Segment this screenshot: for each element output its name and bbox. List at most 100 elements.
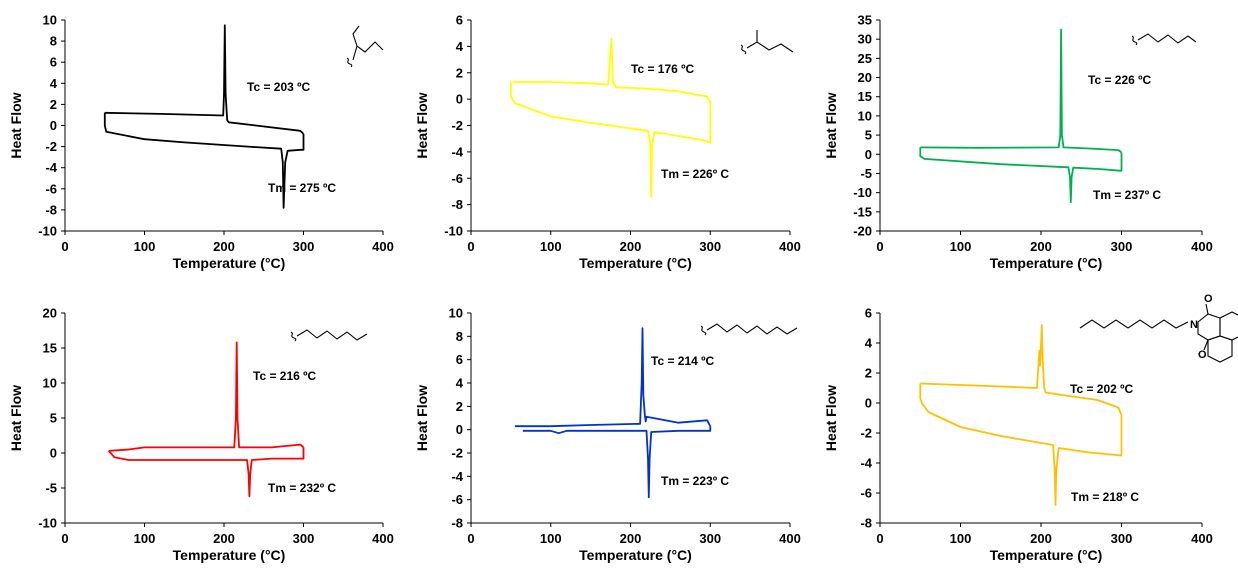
chart-panel: 6 4 2 0 -2 -4 -6 -8 0 100 200 300 400 Temperature (°C… <box>823 293 1238 563</box>
y-tick-label: 0 <box>865 396 872 411</box>
y-tick-label: -4 <box>860 456 872 471</box>
y-axis-label: Heat Flow <box>8 385 24 451</box>
x-tick-label: 200 <box>620 239 642 254</box>
x-tick-label: 0 <box>876 531 883 546</box>
y-tick-label: -6 <box>451 171 463 186</box>
y-tick-label: -4 <box>451 469 463 484</box>
x-tick-label: 100 <box>134 531 156 546</box>
x-axis-label: Temperature (°C) <box>990 547 1103 563</box>
x-axis-label: Temperature (°C) <box>579 547 692 563</box>
x-tick-label: 400 <box>779 531 801 546</box>
x-tick-label: 300 <box>293 531 315 546</box>
x-axis-label: Temperature (°C) <box>990 255 1103 271</box>
y-tick-label: -8 <box>451 197 463 212</box>
y-axis-label: Heat Flow <box>823 92 839 158</box>
side-chain-structure-icon <box>740 30 794 55</box>
side-chain-structure-icon <box>1131 33 1197 46</box>
x-axis-label: Temperature (°C) <box>173 255 286 271</box>
y-tick-label: 20 <box>43 306 57 321</box>
tm-annotation: Tm = 223º C <box>661 474 729 488</box>
y-tick-label: 10 <box>449 306 463 321</box>
heating-curve <box>919 147 1123 204</box>
x-tick-label: 200 <box>213 531 235 546</box>
cooling-curve <box>920 324 1123 416</box>
side-chain-structure-icon <box>700 323 798 336</box>
y-tick-label: -2 <box>451 118 463 133</box>
y-axis-label: Heat Flow <box>414 385 430 451</box>
y-tick-label: -5 <box>45 481 57 496</box>
x-tick-label: 300 <box>699 531 721 546</box>
cooling-curve <box>920 28 1123 154</box>
tc-annotation: Tc = 214 ºC <box>651 354 715 368</box>
heating-curve <box>103 112 305 209</box>
y-tick-label: -10 <box>38 224 57 239</box>
chart-panel: 10 8 6 4 2 0 -2 -4 -6 -8 0 100 200 300 400 Temperature … <box>414 306 801 564</box>
side-chain-structure-icon: N O O <box>1079 293 1238 363</box>
y-tick-label: -5 <box>860 166 872 181</box>
y-tick-label: -10 <box>444 224 463 239</box>
y-axis-label: Heat Flow <box>414 92 430 158</box>
y-tick-label: 4 <box>865 336 873 351</box>
tc-annotation: Tc = 202 ºC <box>1070 382 1134 396</box>
y-tick-label: 20 <box>858 70 872 85</box>
y-tick-label: -2 <box>45 139 57 154</box>
y-tick-label: 6 <box>456 13 463 28</box>
y-axis-label: Heat Flow <box>823 385 839 451</box>
y-tick-label: -6 <box>45 181 57 196</box>
heating-curve <box>919 383 1123 506</box>
y-tick-label: 2 <box>456 65 463 80</box>
structure-atom-label: O <box>1198 349 1207 361</box>
x-tick-label: 400 <box>372 239 394 254</box>
y-tick-label: 10 <box>858 108 872 123</box>
structure-atom-label: O <box>1204 293 1213 305</box>
tm-annotation: Tm = 232º C <box>268 481 336 495</box>
y-tick-label: 6 <box>50 55 57 70</box>
chart-panel: 35 30 25 20 15 10 5 0 -5 -10 -15 -20 0 100 200 300 400 Te… <box>823 13 1213 272</box>
y-tick-label: -10 <box>853 185 872 200</box>
x-tick-label: 400 <box>1191 531 1213 546</box>
y-tick-label: 4 <box>50 76 58 91</box>
y-tick-label: 35 <box>858 13 872 28</box>
cooling-curve <box>108 341 305 452</box>
x-tick-label: 100 <box>950 531 972 546</box>
x-axis-label: Temperature (°C) <box>173 547 286 563</box>
x-tick-label: 400 <box>779 239 801 254</box>
side-chain-structure-icon <box>290 329 368 342</box>
heating-curve <box>108 447 305 498</box>
y-tick-label: 6 <box>865 306 872 321</box>
attachment-point-icon <box>346 57 353 68</box>
tm-annotation: Tm = 218º C <box>1071 490 1139 504</box>
x-tick-label: 0 <box>876 239 883 254</box>
y-tick-label: -6 <box>451 492 463 507</box>
y-tick-label: -8 <box>45 202 57 217</box>
cooling-curve <box>512 37 712 103</box>
x-tick-label: 0 <box>467 239 474 254</box>
y-tick-label: -4 <box>451 144 463 159</box>
attachment-point-icon <box>1131 35 1138 46</box>
y-tick-label: 2 <box>50 97 57 112</box>
y-tick-label: 2 <box>456 399 463 414</box>
tc-annotation: Tc = 176 ºC <box>631 62 695 76</box>
heating-curve <box>522 426 712 499</box>
y-tick-label: -4 <box>45 160 57 175</box>
y-tick-label: -6 <box>860 486 872 501</box>
tm-annotation: Tm = 275 ºC <box>268 181 336 195</box>
tc-annotation: Tc = 216 ºC <box>253 369 317 383</box>
y-tick-label: 10 <box>43 376 57 391</box>
x-tick-label: 0 <box>61 239 68 254</box>
chart-panel: 20 15 10 5 0 -5 -10 0 100 200 300 400 Temperature (°… <box>8 306 394 564</box>
y-tick-label: 25 <box>858 51 872 66</box>
x-tick-label: 300 <box>293 239 315 254</box>
structure-atom-label: N <box>1190 319 1198 331</box>
x-tick-label: 300 <box>1111 531 1133 546</box>
cooling-curve <box>514 327 712 428</box>
y-tick-label: 10 <box>43 13 57 28</box>
y-tick-label: -2 <box>451 446 463 461</box>
x-tick-label: 300 <box>1111 239 1133 254</box>
y-tick-label: 15 <box>858 89 872 104</box>
y-tick-label: -8 <box>860 516 872 531</box>
x-tick-label: 100 <box>134 239 156 254</box>
tc-annotation: Tc = 226 ºC <box>1088 73 1152 87</box>
attachment-point-icon <box>700 325 707 336</box>
